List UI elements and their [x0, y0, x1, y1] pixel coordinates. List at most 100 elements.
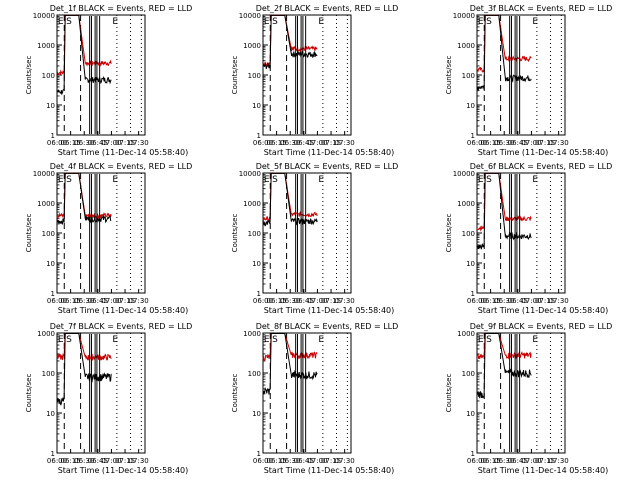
- panel-7: Det_7f BLACK = Events, RED = LLD Counts/s…: [25, 322, 192, 475]
- y-tick-label: 100: [248, 72, 261, 80]
- panel-title: Det_4f BLACK = Events, RED = LLD: [50, 162, 193, 171]
- corner-mark: S: [272, 17, 278, 27]
- x-tick-label: 06:45: [88, 457, 108, 465]
- y-tick-label: 10000: [453, 12, 475, 20]
- y-tick-label: 1000: [37, 42, 55, 50]
- x-tick-label: 07:15: [321, 297, 341, 305]
- axes-frame: [56, 332, 146, 454]
- x-tick-label: 06:00: [467, 139, 487, 147]
- corner-mark: E: [264, 175, 270, 185]
- x-axis-label: Start Time (11-Dec-14 05:58:40): [58, 306, 189, 315]
- events-series-line: [262, 333, 318, 395]
- x-tick-label: 07:30: [129, 139, 149, 147]
- lld-series-line: [56, 333, 112, 362]
- x-tick-label: 06:00: [47, 297, 67, 305]
- x-tick-label: 06:45: [508, 297, 528, 305]
- events-series-line: [476, 172, 532, 250]
- x-tick-label: 06:15: [267, 139, 287, 147]
- y-tick-label: 100: [462, 230, 475, 238]
- panel-9: Det_9f BLACK = Events, RED = LLD Counts/s…: [445, 322, 612, 475]
- x-tick-label: 07:15: [115, 139, 135, 147]
- x-tick-label: 06:00: [253, 297, 273, 305]
- x-tick-label: 07:15: [115, 457, 135, 465]
- y-tick-label: 100: [248, 230, 261, 238]
- panel-4: Det_4f BLACK = Events, RED = LLD Counts/s…: [25, 162, 192, 315]
- events-series-line: [56, 14, 112, 96]
- lld-series-line: [476, 172, 532, 232]
- panel-title: Det_2f BLACK = Events, RED = LLD: [256, 4, 399, 13]
- x-tick-label: 06:45: [294, 457, 314, 465]
- x-tick-label: 07:00: [521, 297, 541, 305]
- corner-mark: E: [532, 175, 538, 185]
- x-axis-label: Start Time (11-Dec-14 05:58:40): [478, 148, 609, 157]
- corner-mark: S: [486, 175, 492, 185]
- panel-2: Det_2f BLACK = Events, RED = LLD Counts/s…: [231, 4, 398, 157]
- y-tick-label: 1: [51, 290, 55, 298]
- x-tick-label: 06:15: [481, 457, 501, 465]
- y-tick-label: 1: [257, 450, 261, 458]
- x-tick-label: 07:00: [521, 139, 541, 147]
- corner-mark: E: [318, 17, 324, 27]
- y-tick-label: 10: [466, 260, 475, 268]
- x-tick-label: 07:00: [101, 297, 121, 305]
- x-tick-label: 06:30: [494, 297, 514, 305]
- y-axis-label: Counts/sec: [25, 214, 33, 253]
- y-axis-label: Counts/sec: [445, 214, 453, 253]
- x-tick-label: 07:30: [335, 297, 355, 305]
- y-tick-label: 100: [462, 370, 475, 378]
- y-tick-label: 1: [471, 450, 475, 458]
- x-tick-label: 06:30: [74, 139, 94, 147]
- y-tick-label: 10: [466, 410, 475, 418]
- corner-mark: E: [478, 175, 484, 185]
- x-tick-label: 07:00: [101, 457, 121, 465]
- y-axis-label: Counts/sec: [231, 374, 239, 413]
- x-tick-label: 06:45: [88, 297, 108, 305]
- panel-8: Det_8f BLACK = Events, RED = LLD Counts/s…: [231, 322, 398, 475]
- y-tick-label: 10: [252, 102, 261, 110]
- x-tick-label: 06:15: [267, 297, 287, 305]
- events-series-line: [262, 14, 318, 70]
- corner-mark: E: [112, 175, 118, 185]
- x-axis-label: Start Time (11-Dec-14 05:58:40): [58, 148, 189, 157]
- events-series-line: [56, 172, 112, 225]
- axes-frame: [262, 172, 352, 294]
- y-tick-label: 1: [51, 450, 55, 458]
- y-tick-label: 10: [466, 102, 475, 110]
- y-tick-label: 10000: [239, 170, 261, 178]
- lld-series-line: [262, 172, 318, 222]
- corner-mark: E: [58, 175, 64, 185]
- axes-frame: [262, 332, 352, 454]
- x-tick-label: 07:15: [321, 457, 341, 465]
- x-tick-label: 07:30: [335, 139, 355, 147]
- lld-series-line: [262, 14, 318, 68]
- y-axis-label: Counts/sec: [25, 56, 33, 95]
- x-tick-label: 06:15: [481, 139, 501, 147]
- corner-mark: E: [318, 335, 324, 345]
- corner-mark: S: [66, 335, 72, 345]
- panel-title: Det_7f BLACK = Events, RED = LLD: [50, 322, 193, 331]
- x-tick-label: 06:00: [467, 297, 487, 305]
- y-tick-label: 1000: [457, 330, 475, 338]
- events-series-line: [476, 14, 532, 91]
- y-tick-label: 100: [42, 230, 55, 238]
- y-tick-label: 10000: [33, 12, 55, 20]
- x-tick-label: 06:15: [61, 139, 81, 147]
- axes-frame: [56, 172, 146, 294]
- y-tick-label: 1: [51, 132, 55, 140]
- events-series-line: [476, 333, 532, 399]
- x-tick-label: 06:00: [47, 457, 67, 465]
- y-tick-label: 1000: [243, 330, 261, 338]
- y-tick-label: 10000: [239, 12, 261, 20]
- corner-mark: E: [478, 17, 484, 27]
- corner-mark: E: [318, 175, 324, 185]
- x-tick-label: 06:15: [61, 297, 81, 305]
- lld-series-line: [476, 333, 532, 360]
- corner-mark: S: [486, 17, 492, 27]
- panel-title: Det_6f BLACK = Events, RED = LLD: [470, 162, 613, 171]
- x-tick-label: 07:30: [129, 457, 149, 465]
- axes-frame: [56, 14, 146, 136]
- x-tick-label: 06:30: [74, 297, 94, 305]
- lld-series-line: [262, 333, 318, 362]
- y-tick-label: 100: [42, 72, 55, 80]
